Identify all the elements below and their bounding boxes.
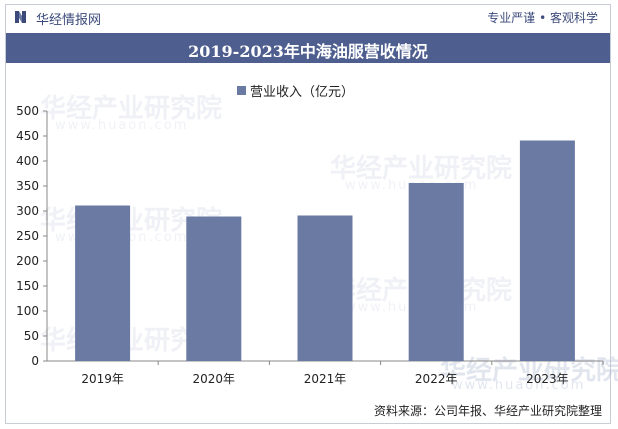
- y-tick-label: 100: [16, 304, 39, 318]
- y-tick-label: 500: [16, 104, 39, 118]
- y-tick-label: 200: [16, 254, 39, 268]
- source-note: 资料来源：公司年报、华经产业研究院整理: [373, 404, 602, 418]
- y-tick-label: 0: [31, 354, 39, 368]
- title-bar: 2019-2023年中海油服营收情况: [6, 33, 610, 63]
- y-tick-label: 50: [24, 329, 39, 343]
- bar: [75, 205, 131, 361]
- y-tick-label: 350: [16, 179, 39, 193]
- header-bar: 华经情报网 专业严谨 • 客观科学: [6, 7, 610, 29]
- x-tick-label: 2022年: [415, 372, 458, 386]
- legend-swatch: [237, 86, 246, 95]
- chart-title: 2019-2023年中海油服营收情况: [188, 42, 428, 61]
- y-tick-label: 250: [16, 229, 39, 243]
- y-tick-label: 450: [16, 129, 39, 143]
- logo-icon: [15, 11, 26, 23]
- x-tick-label: 2020年: [193, 372, 236, 386]
- brand-name: 华经情报网: [36, 13, 102, 28]
- x-tick-label: 2021年: [304, 372, 347, 386]
- legend-label: 营业收入（亿元）: [250, 85, 355, 100]
- legend: 营业收入（亿元）: [237, 80, 354, 100]
- chart-frame: [5, 4, 611, 424]
- x-tick-label: 2023年: [526, 372, 569, 386]
- bar: [519, 140, 575, 361]
- bar: [186, 216, 242, 361]
- bar: [297, 215, 353, 361]
- y-tick-label: 150: [16, 279, 39, 293]
- x-tick-label: 2019年: [81, 372, 124, 386]
- bar: [408, 183, 464, 361]
- y-tick-label: 300: [16, 204, 39, 218]
- y-tick-label: 400: [16, 154, 39, 168]
- tagline: 专业严谨 • 客观科学: [487, 11, 598, 25]
